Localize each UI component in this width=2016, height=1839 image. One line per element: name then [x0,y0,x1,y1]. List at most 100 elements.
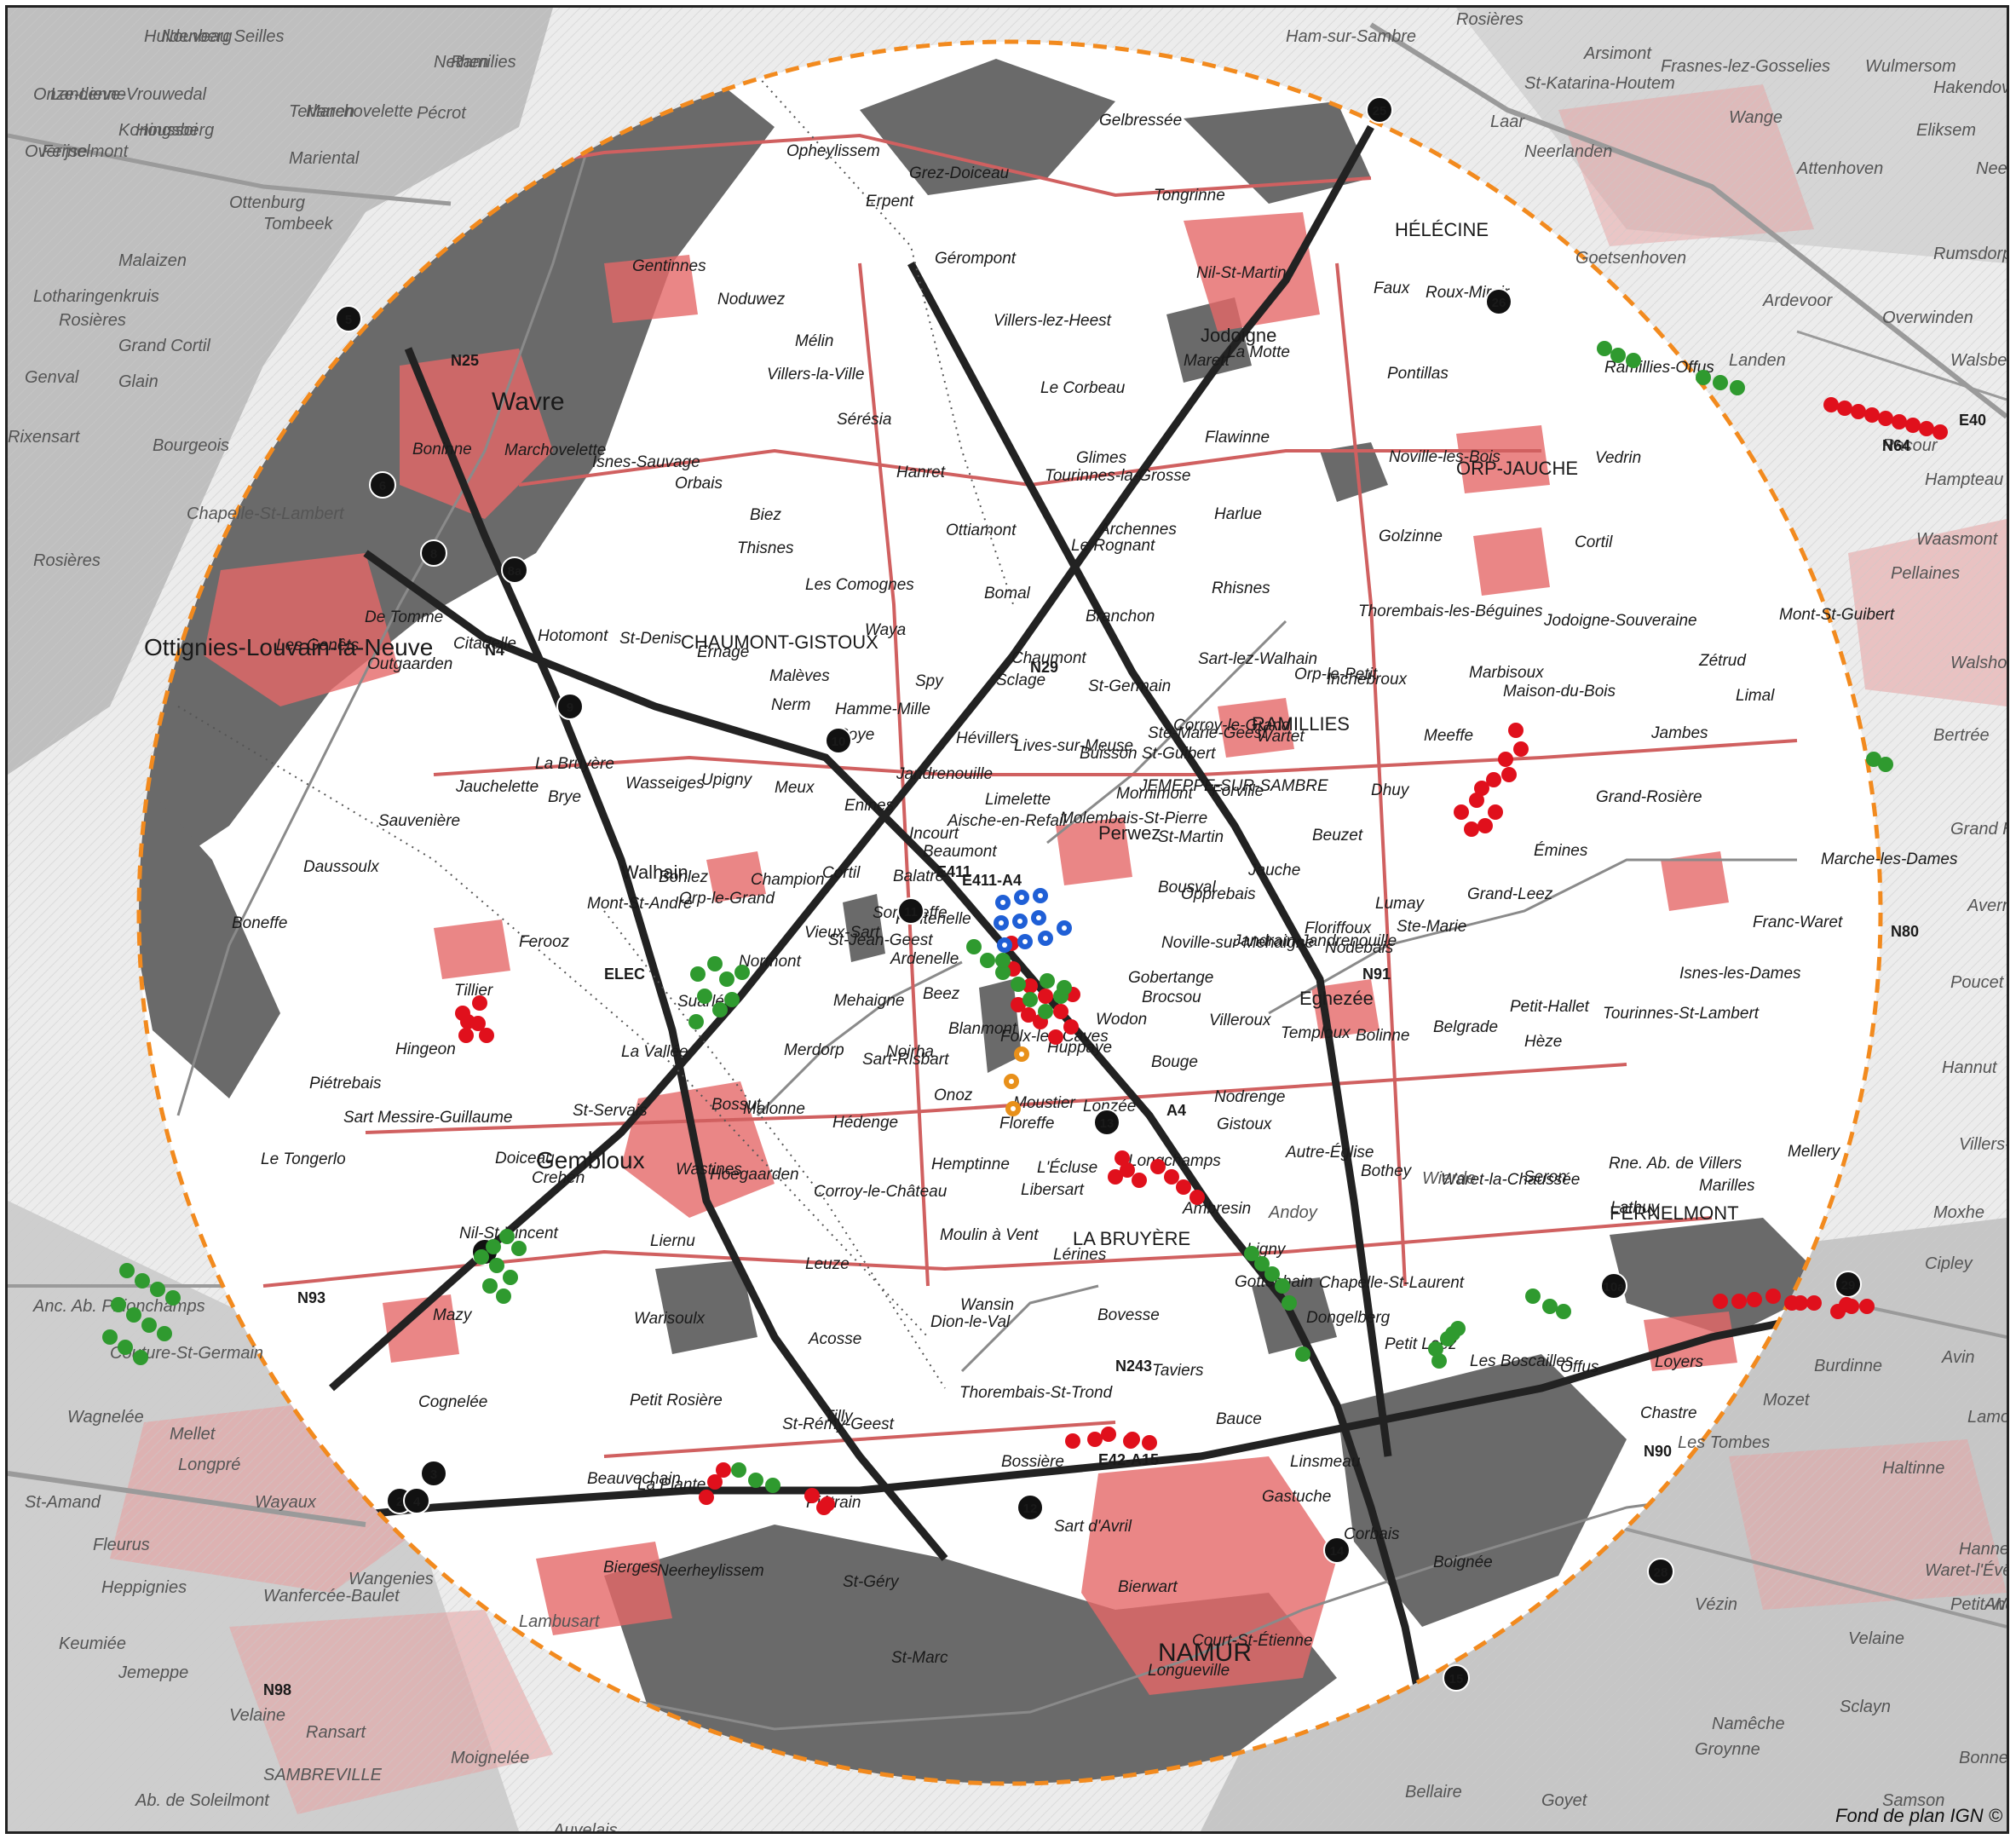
outer-place-label: Poucet [1950,973,2005,992]
place-label: Émines [1534,842,1588,860]
outer-place-label: Vézin [1695,1595,1737,1614]
place-label: Hoegaarden [710,1166,799,1184]
place-label: Mehaigne [833,992,904,1010]
place-label: Tillier [454,982,493,1000]
road-label: N25 [451,352,479,369]
river-dyle [176,92,606,1116]
turbine-green [118,1340,133,1355]
place-label: De Tomme [365,608,443,626]
outer-place-label: Velaine [229,1706,285,1725]
outer-place-label: Groynne [1695,1740,1760,1759]
place-label: Orbais [675,475,723,493]
exit-number: 4 [413,1495,421,1509]
place-label: Blanmont [948,1020,1017,1038]
turbine-green [1038,1004,1053,1019]
place-label: Isnes-les-Dames [1679,965,1801,983]
place-label: Gistoux [1217,1116,1273,1133]
turbine-red [1087,1432,1103,1447]
place-label: Mellery [1788,1143,1841,1161]
place-label: Branchon [1086,608,1155,625]
forest-fernelmont [1610,1218,1831,1337]
turbine-red [1486,772,1501,787]
place-label: Hanret [896,464,946,481]
turbine-green [1713,375,1728,390]
turbine-red [460,1014,475,1029]
place-label: Wartet [1257,728,1305,746]
turbine-red [1048,1029,1063,1045]
place-label: Chapelle-St-Laurent [1319,1274,1465,1292]
turbine-blue-center [1017,919,1022,924]
turbine-green [731,1462,746,1478]
place-label: Perwez [1098,822,1161,844]
outer-place-label: Keumiée [59,1634,126,1653]
outer-place-label: Grand Hallet [1950,820,2007,839]
outer-place-label: Lambusart [519,1612,601,1631]
turbine-red [1806,1295,1822,1311]
place-label: Petit-Hallet [1510,998,1590,1016]
place-label: Walhain [621,862,688,883]
place-label: Lathuy [1610,1199,1661,1217]
place-label: Jambes [1650,724,1708,742]
turbine-green [995,965,1011,980]
place-label: Leuze [805,1255,850,1273]
turbine-red [1932,424,1948,440]
place-label: Dhuy [1371,781,1410,799]
place-label: Maison-du-Bois [1503,683,1616,700]
exit-marker [403,1487,430,1514]
outer-place-label: Tombeek [263,215,334,233]
outer-place-label: Chapelle-St-Lambert [187,504,345,523]
turbine-red [1477,818,1493,833]
turbine-red [1101,1427,1116,1442]
regional-roads [262,133,1798,1458]
place-label: Autre-Église [1285,1144,1374,1162]
outer-place-label: Eliksem [1916,121,1976,140]
place-label: Nil-St-Martin [1196,264,1287,282]
place-label: Dongelberg [1306,1309,1391,1327]
place-label: Wavre [492,388,565,416]
place-label: Limelette [985,791,1051,809]
turbine-red [1498,752,1513,767]
place-label: Ottignies-Louvain-la-Neuve [144,634,433,660]
place-label: Noville-sur-Mehaigne [1161,934,1314,952]
place-label: Erpent [866,193,914,210]
turbine-red [1469,793,1484,808]
forest-ramillies [1320,442,1388,502]
outer-place-label: Namêche [1712,1715,1785,1733]
turbine-red [1011,997,1026,1012]
turbine-green [1428,1341,1443,1357]
place-label: Mont-St-André [587,895,693,913]
exit-number: 12 [1023,1502,1038,1516]
forest-north-1 [860,59,1115,195]
outer-place-label: Pellaines [1891,564,1960,583]
place-label: St-Martin [1158,828,1224,846]
place-label: Outgaarden [367,655,452,673]
turbine-green [707,956,723,971]
place-label: Temploux [1281,1024,1351,1042]
exit-marker [1366,96,1393,124]
outer-place-label: Waret-l'Évêque [1925,1560,2007,1580]
outer-place-label: Couture-St-Germain [110,1344,263,1363]
outer-place-label: Villers-le-Peuple [1959,1135,2007,1154]
exit-marker [1600,1272,1627,1300]
turbine-red [1189,1190,1205,1205]
exit-marker [1647,1558,1674,1585]
exit-number: 10 [832,735,846,749]
exit-marker [825,727,852,754]
place-label: Brye [548,788,581,806]
place-label: Incourt [909,825,959,843]
turbine-green [503,1270,518,1285]
place-label: Petit Rosière [630,1392,723,1410]
place-label: Merdorp [784,1041,844,1059]
place-label: Marilles [1699,1177,1755,1195]
place-label: St-Servais [573,1102,648,1120]
outer-place-labels: Onze-Lieve-Vrouwedal Huldenberg Koningsber… [8,10,2007,1831]
highway-n91 [907,261,1392,1457]
place-label: Noduwez [717,291,786,308]
turbine-red [1021,1007,1036,1023]
road-label: N64 [1882,437,1910,454]
place-label: Beauvechain [587,1470,681,1488]
highway-exits: 23456788a91010a111213141525262829 [335,96,1862,1692]
place-label: Grand-Leez [1467,885,1553,903]
turbine-green [1556,1304,1571,1319]
turbine-green [1542,1299,1558,1314]
